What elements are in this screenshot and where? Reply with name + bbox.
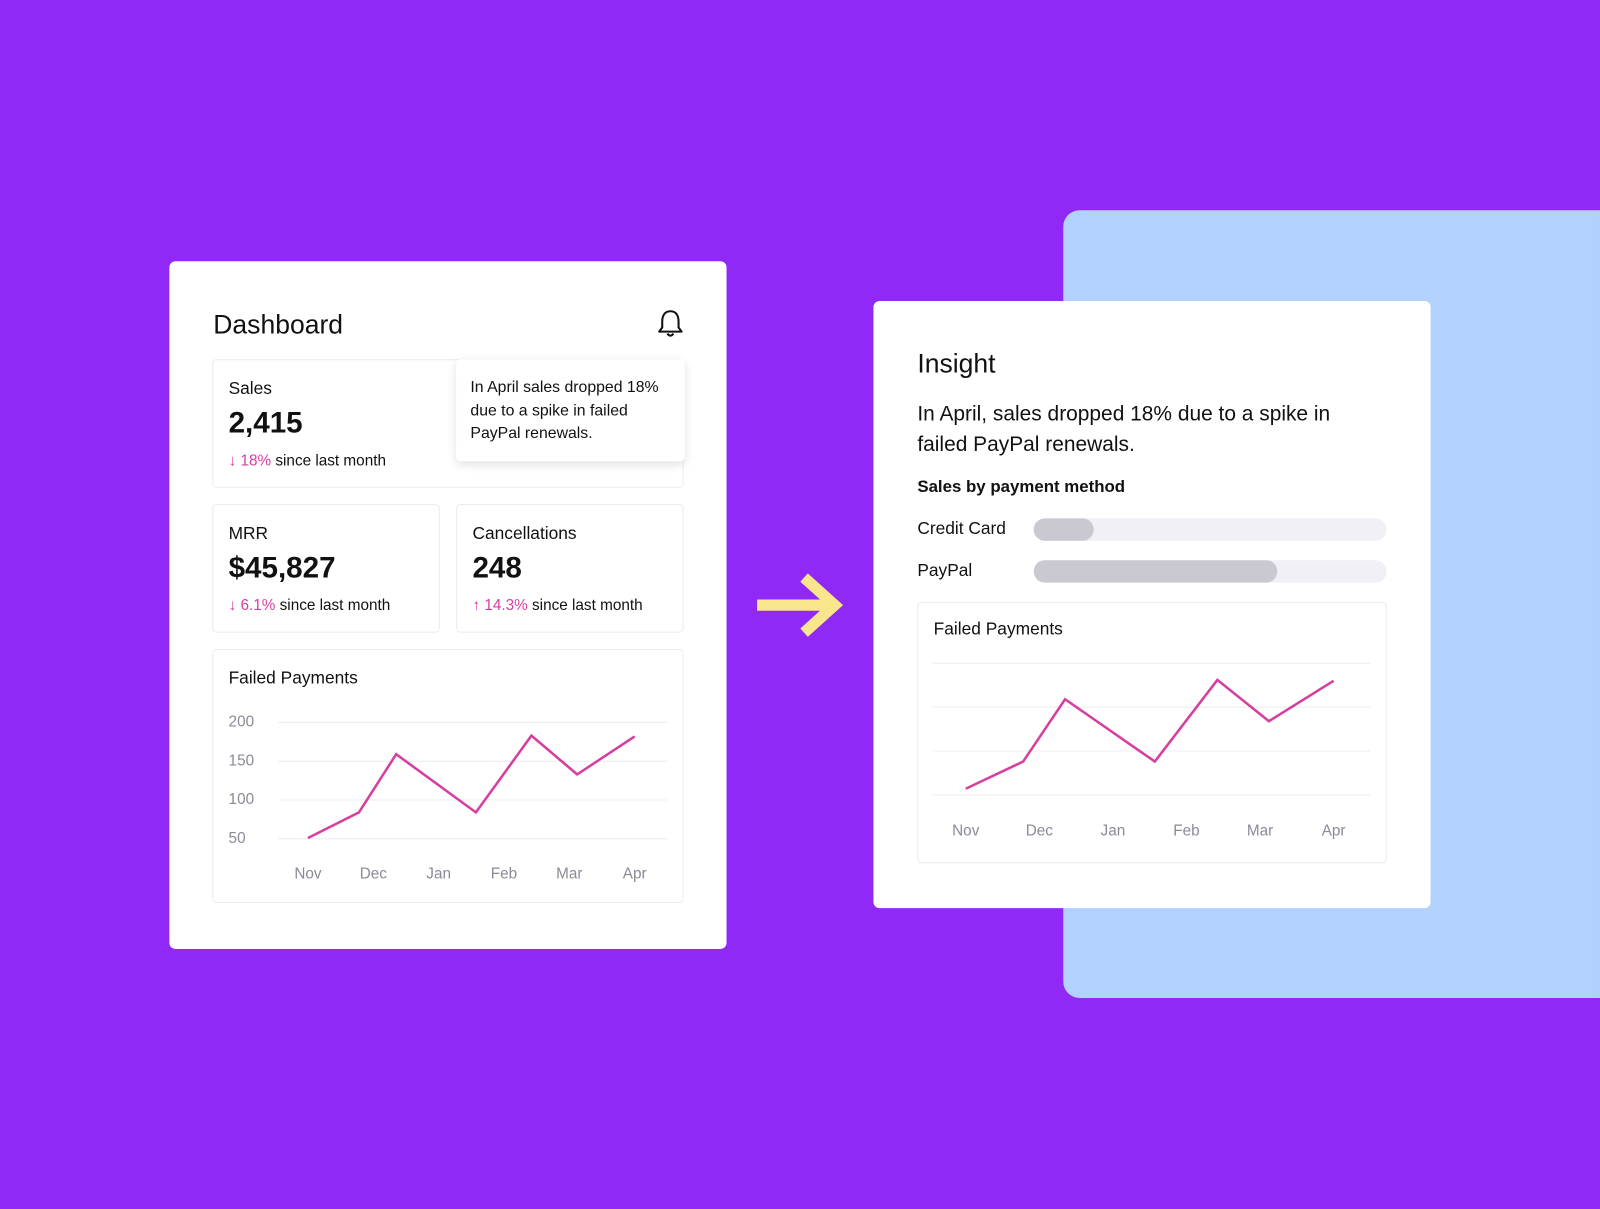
x-tick-label: Mar <box>1247 823 1273 840</box>
stat-card: MRR $45,827 ↓ 6.1% since last month <box>212 504 440 633</box>
x-tick-label: Jan <box>1101 823 1126 840</box>
category-label: Credit Card <box>917 518 1006 538</box>
chart-title: Failed Payments <box>228 668 358 688</box>
stat-change: ↑ 14.3% since last month <box>472 596 643 615</box>
y-tick-label: 100 <box>229 791 255 808</box>
stat-change: ↓ 18% since last month <box>228 452 386 470</box>
change-text: since last month <box>279 596 391 615</box>
bell-icon[interactable] <box>656 308 685 339</box>
x-tick-label: Nov <box>294 866 322 883</box>
change-pct: 6.1% <box>240 596 276 615</box>
stat-label: Sales <box>228 378 272 398</box>
x-tick-label: Dec <box>1026 823 1054 840</box>
y-tick-label: 200 <box>229 713 255 730</box>
stat-value: 248 <box>472 552 522 585</box>
x-tick-label: Jan <box>426 866 451 883</box>
bar-chart: Credit Card PayPal <box>917 518 1387 583</box>
x-tick-label: Dec <box>360 866 388 883</box>
x-tick-label: Apr <box>1322 823 1346 840</box>
tooltip: In April sales dropped 18% due to a spik… <box>456 359 685 462</box>
chart-card: Failed Payments <box>212 648 684 904</box>
chart-card: Failed Payments <box>917 602 1387 864</box>
stat-label: MRR <box>228 523 269 543</box>
change-pct: 18% <box>240 452 272 470</box>
change-text: since last month <box>532 596 643 615</box>
x-tick-label: Feb <box>491 866 517 883</box>
stat-value: $45,827 <box>228 552 336 585</box>
y-tick-label: 150 <box>229 752 255 769</box>
x-tick-label: Mar <box>556 866 582 883</box>
bar <box>1033 518 1094 541</box>
line-chart: Nov Dec Jan Feb Mar Apr <box>932 662 1371 840</box>
x-tick-label: Feb <box>1173 823 1199 840</box>
line-series <box>307 733 636 840</box>
line-series <box>965 678 1335 790</box>
dashboard-panel: Dashboard Sales 2,415 ↓ 18% since last m… <box>169 261 727 949</box>
bar-chart-title: Sales by payment method <box>917 477 1126 496</box>
chart-title: Failed Payments <box>933 619 1063 639</box>
stat-label: Cancellations <box>472 523 577 543</box>
bar-track <box>1033 518 1387 541</box>
change-text: since last month <box>275 452 386 470</box>
insight-title: Insight <box>917 347 996 379</box>
bar <box>1033 560 1278 583</box>
line-chart: 50 100 150 200 Nov Dec Jan Feb Mar Apr <box>229 713 668 883</box>
insight-panel: Insight In April, sales dropped 18% due … <box>873 301 1431 909</box>
stat-value: 2,415 <box>228 407 303 440</box>
change-pct: 14.3% <box>484 596 528 615</box>
category-label: PayPal <box>917 560 972 580</box>
x-tick-label: Nov <box>952 823 980 840</box>
arrow <box>757 573 844 637</box>
dashboard-title: Dashboard <box>213 309 344 340</box>
insight-text: In April, sales dropped 18% due to a spi… <box>917 402 1331 456</box>
y-tick-label: 50 <box>229 830 246 847</box>
stat-card: Cancellations 248 ↑ 14.3% since last mon… <box>456 504 684 633</box>
x-tick-label: Apr <box>623 866 647 883</box>
stat-change: ↓ 6.1% since last month <box>228 596 391 615</box>
